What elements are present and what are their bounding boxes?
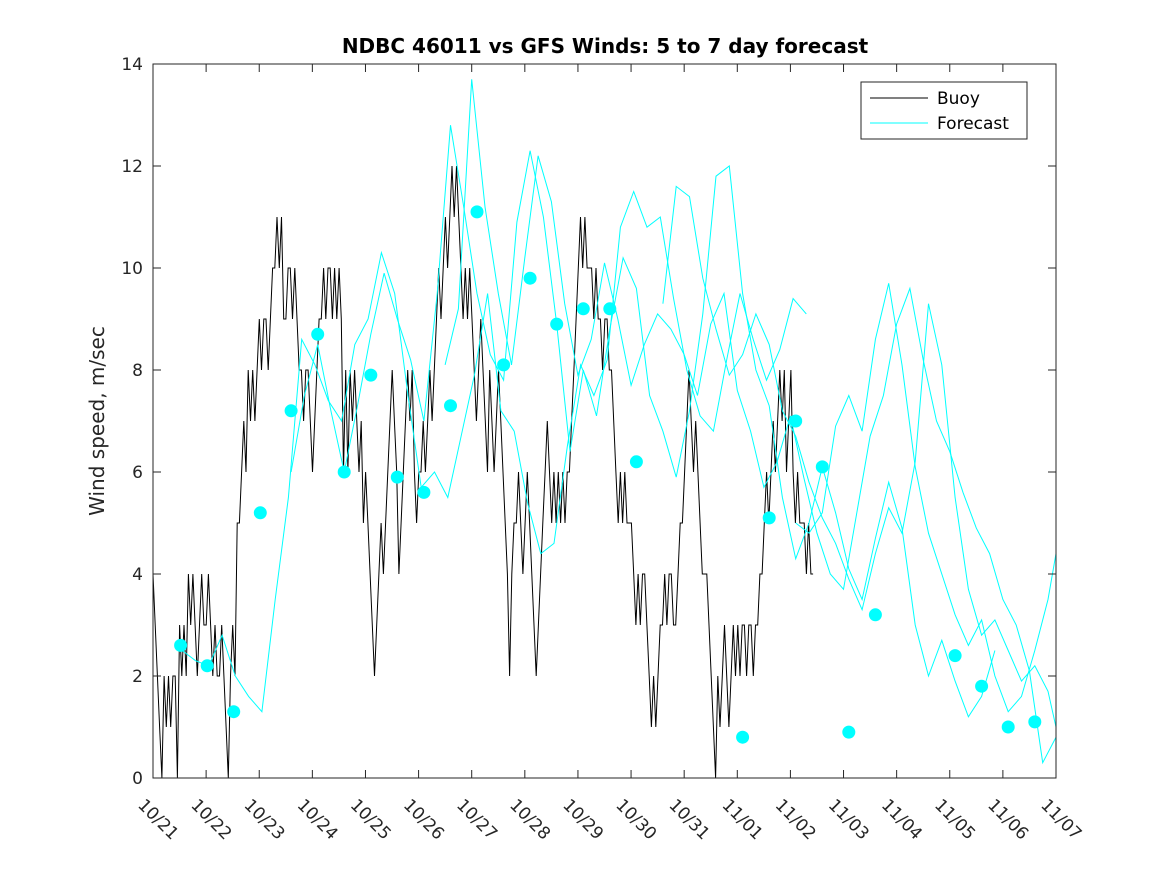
y-tick-label: 14 [121, 55, 143, 75]
forecast-line [181, 190, 807, 713]
legend-forecast-label: Forecast [937, 114, 1009, 134]
forecast-point [284, 404, 298, 418]
y-tick-label: 2 [132, 667, 143, 687]
forecast-point [200, 659, 214, 673]
forecast-point [815, 460, 829, 474]
y-tick-label: 8 [132, 361, 143, 381]
forecast-point [629, 455, 643, 469]
buoy-line [152, 165, 814, 779]
chart-title: NDBC 46011 vs GFS Winds: 5 to 7 day fore… [342, 34, 869, 58]
forecast-point [470, 205, 484, 219]
forecast-points [174, 205, 1042, 744]
forecast-line [444, 79, 1057, 765]
y-tick-label: 0 [132, 769, 143, 789]
y-tick-label: 10 [121, 259, 143, 279]
y-axis: 0 2 4 6 8 10 12 14 [121, 55, 1056, 789]
forecast-point [603, 302, 617, 316]
forecast-point [789, 414, 803, 428]
forecast-point [576, 302, 590, 316]
forecast-line [290, 125, 996, 718]
forecast-point [523, 271, 537, 285]
forecast-point [1028, 715, 1042, 729]
forecast-point [364, 368, 378, 382]
forecast-point [842, 725, 856, 739]
plot-border [152, 63, 1057, 779]
forecast-point [337, 465, 351, 479]
plot-frame [152, 63, 1057, 779]
legend: Buoy Forecast [860, 81, 1028, 140]
legend-buoy-label: Buoy [937, 89, 980, 109]
forecast-point [948, 649, 962, 663]
forecast-point [868, 608, 882, 622]
forecast-point [227, 705, 241, 719]
y-tick-label: 4 [132, 565, 143, 585]
forecast-point [311, 327, 325, 341]
forecast-point [417, 485, 431, 499]
forecast-point [762, 511, 776, 525]
plot-area [152, 63, 1057, 779]
forecast-point [550, 317, 564, 331]
forecast-point [497, 358, 511, 372]
forecast-point [253, 506, 267, 520]
forecast-point [174, 638, 188, 652]
y-axis-label: Wind speed, m/sec [85, 326, 109, 516]
y-tick-label: 6 [132, 463, 143, 483]
forecast-point [975, 679, 989, 693]
forecast-point [390, 470, 404, 484]
forecast-point [736, 730, 750, 744]
forecast-point [444, 399, 457, 413]
y-tick-label: 12 [121, 157, 143, 177]
forecast-point [1001, 720, 1015, 734]
legend-box [860, 81, 1028, 140]
buoy-series [152, 165, 814, 779]
